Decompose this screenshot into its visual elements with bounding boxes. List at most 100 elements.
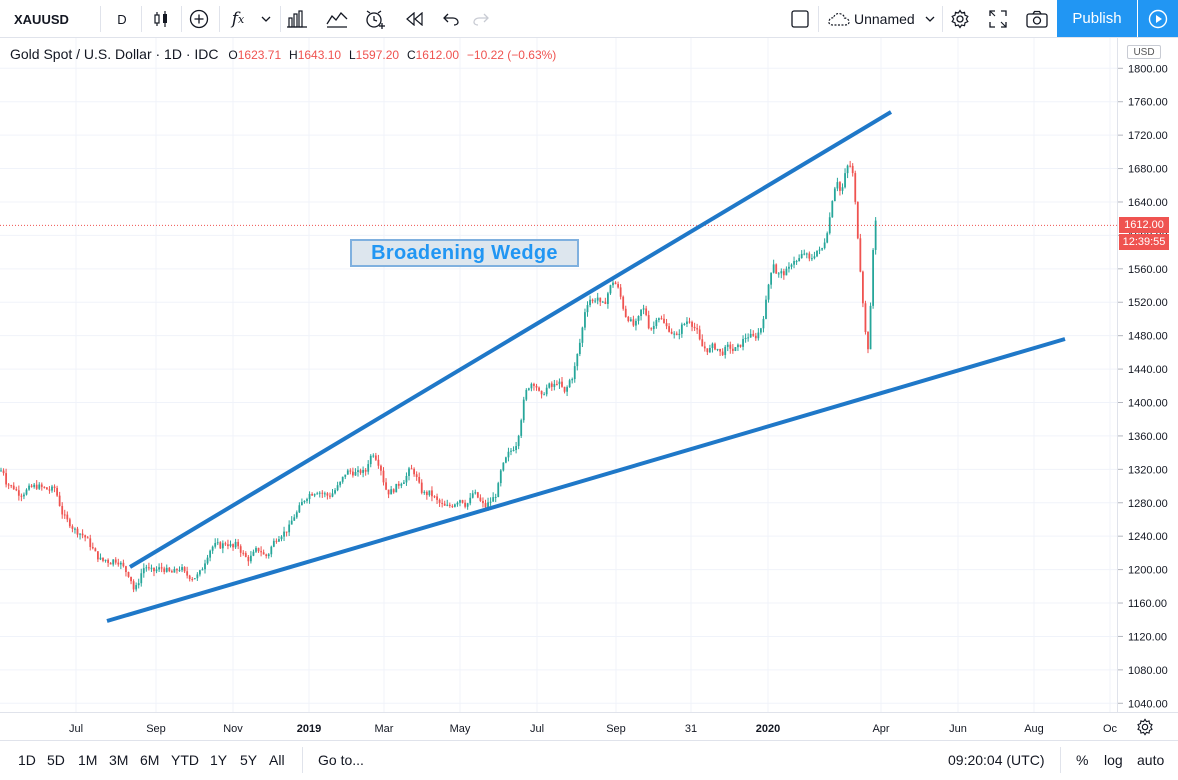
candle-body	[201, 569, 204, 571]
settings-icon[interactable]	[946, 0, 974, 38]
candle-body	[647, 315, 650, 329]
candle-body	[23, 494, 25, 497]
interval-button[interactable]: D	[117, 11, 127, 27]
candle-body	[43, 486, 46, 488]
candle-body	[821, 248, 823, 250]
candle-body	[272, 540, 275, 547]
range-ytd[interactable]: YTD	[171, 752, 199, 768]
candle-body	[339, 481, 342, 486]
candle-body	[298, 505, 301, 513]
candle-body	[785, 268, 788, 276]
play-icon[interactable]	[1138, 0, 1178, 37]
price-tick-label: 1360.00	[1128, 431, 1168, 443]
candle-body	[163, 568, 166, 572]
range-1d[interactable]: 1D	[18, 752, 36, 768]
price-tick-label: 1080.00	[1128, 665, 1168, 677]
candle-body	[869, 305, 872, 350]
percent-toggle[interactable]: %	[1076, 752, 1089, 768]
candle-body	[89, 538, 92, 547]
candle-body	[818, 249, 821, 251]
candle-body	[0, 470, 2, 472]
candle-body	[808, 253, 811, 259]
bar-templates-icon[interactable]	[284, 0, 310, 38]
candle-body	[451, 505, 454, 507]
candle-body	[255, 547, 257, 552]
candle-body	[79, 533, 81, 535]
goto-button[interactable]: Go to...	[318, 752, 364, 768]
layout-name[interactable]: Unnamed	[854, 11, 915, 27]
candle-body	[512, 450, 515, 452]
range-5y[interactable]: 5Y	[240, 752, 258, 768]
price-tick-label: 1160.00	[1128, 598, 1167, 610]
clock[interactable]: 09:20:04 (UTC)	[948, 752, 1045, 768]
candle-body	[257, 547, 260, 552]
range-5d[interactable]: 5D	[47, 752, 65, 768]
symbol-search[interactable]: XAUUSD	[14, 11, 69, 27]
candle-body	[515, 446, 517, 451]
candle-body	[538, 387, 540, 391]
alert-icon[interactable]	[360, 0, 390, 38]
candle-body	[25, 489, 28, 495]
chart-legend: Gold Spot / U.S. Dollar · 1D · IDC O1623…	[10, 46, 556, 62]
candle-body	[308, 493, 311, 500]
publish-button[interactable]: Publish	[1057, 0, 1137, 37]
candle-body	[489, 501, 492, 503]
candle-body	[772, 264, 775, 273]
candle-body	[30, 485, 33, 487]
candle-body	[800, 253, 803, 259]
candle-body	[691, 321, 693, 327]
undo-icon[interactable]	[438, 0, 464, 38]
candle-body	[438, 499, 441, 503]
candle-body	[387, 489, 390, 495]
candle-body	[326, 493, 329, 496]
price-tick-label: 1720.00	[1128, 130, 1168, 142]
candle-body	[362, 469, 364, 473]
candle-body	[410, 468, 413, 470]
candle-body	[237, 541, 240, 547]
replay-icon[interactable]	[400, 0, 430, 38]
chevron-down-icon[interactable]	[256, 0, 276, 38]
compare-icon[interactable]	[322, 0, 352, 38]
candle-body	[153, 567, 155, 572]
candle-body	[757, 332, 760, 339]
candle-body	[548, 383, 551, 388]
time-tick-label: May	[450, 723, 471, 735]
log-toggle[interactable]: log	[1104, 752, 1123, 768]
chevron-down-icon[interactable]	[920, 0, 940, 38]
candle-body	[142, 568, 145, 574]
axis-settings-icon[interactable]	[1136, 718, 1154, 741]
candle-body	[614, 282, 617, 285]
candle-body	[530, 383, 533, 389]
candle-body	[395, 483, 398, 493]
range-3m[interactable]: 3M	[109, 752, 129, 768]
candle-body	[405, 475, 408, 483]
auto-toggle[interactable]: auto	[1137, 752, 1165, 768]
candle-body	[155, 569, 158, 572]
candle-body	[578, 342, 581, 354]
price-chart[interactable]	[0, 38, 1178, 712]
redo-icon[interactable]	[468, 0, 494, 38]
pattern-annotation[interactable]: Broadening Wedge	[350, 239, 579, 267]
fullscreen-icon[interactable]	[984, 0, 1012, 38]
time-axis[interactable]: Jul Sep Nov 2019 Mar May Jul Sep 31 2020 Apr Jun Aug…	[0, 712, 1178, 740]
ohlc-low: L1597.20	[348, 48, 400, 62]
candles-icon[interactable]	[146, 0, 176, 38]
range-1y[interactable]: 1Y	[210, 752, 228, 768]
price-axis[interactable]: 1040.00 1080.00 1120.00 1160.00 1200.00 1240.…	[1117, 38, 1178, 712]
candle-body	[242, 552, 245, 554]
candle-body	[589, 299, 591, 306]
candle-body	[160, 567, 163, 569]
candle-body	[211, 546, 214, 551]
candle-body	[176, 569, 178, 571]
range-all[interactable]: All	[269, 752, 285, 768]
add-icon[interactable]	[184, 0, 214, 38]
currency-badge[interactable]: USD	[1127, 45, 1161, 59]
range-1m[interactable]: 1M	[78, 752, 98, 768]
checkbox-icon[interactable]	[786, 0, 814, 38]
candle-body	[196, 574, 199, 579]
range-6m[interactable]: 6M	[140, 752, 160, 768]
bar-countdown: 12:39:55	[1119, 234, 1169, 251]
camera-icon[interactable]	[1022, 0, 1052, 38]
candle-body	[663, 318, 665, 324]
